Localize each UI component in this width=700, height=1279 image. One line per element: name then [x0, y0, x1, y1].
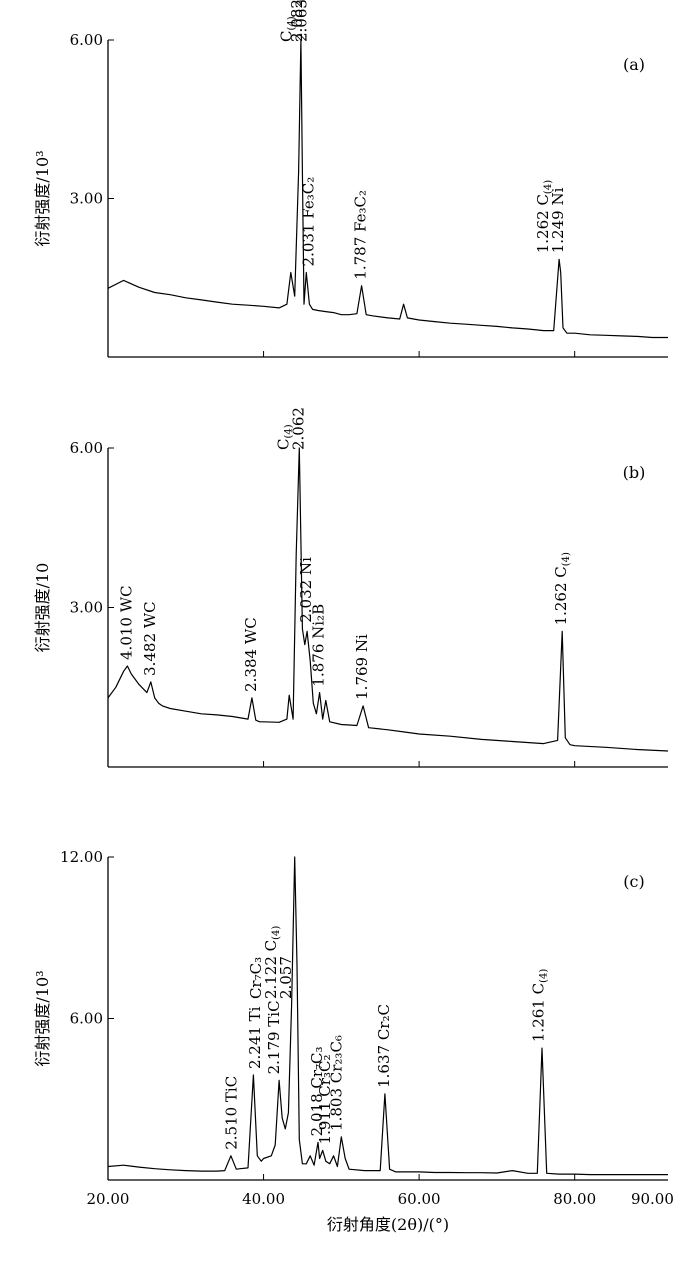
- peak-label: 2.241 Ti: [246, 1006, 264, 1069]
- y-axis-label: 衍射强度/10: [33, 563, 52, 653]
- y-tick-label: 3.00: [70, 599, 103, 617]
- x-tick-label: 20.00: [87, 1190, 130, 1208]
- peak-label: 2.031 Fe₃C₂: [299, 177, 317, 267]
- y-tick-label: 6.00: [70, 31, 103, 49]
- x-tick-label: 60.00: [398, 1190, 441, 1208]
- y-axis-label: 衍射强度/10³: [33, 150, 52, 246]
- y-tick-label: 6.00: [70, 1010, 103, 1028]
- peak-label: 2.082 Fe₃C: [288, 0, 306, 42]
- xrd-series-line: [107, 856, 668, 1176]
- x-axis-label: 衍射角度(2θ)/(°): [327, 1215, 449, 1234]
- peak-label: 1.262 C(4): [552, 552, 572, 625]
- peak-label: 1.787 Fe₃C₂: [352, 190, 370, 280]
- peak-label: 4.010 WC: [117, 585, 135, 660]
- peak-label: 1.637 Cr₂C: [375, 1004, 393, 1088]
- peak-label: 2.510 TiC: [222, 1076, 240, 1150]
- panel-tag: (b): [623, 463, 646, 482]
- peak-label: 1.262 C(4): [534, 180, 554, 253]
- peak-label: 2.032 Ni: [297, 557, 315, 623]
- peak-label: 2.057: [277, 956, 295, 999]
- x-tick-label: 80.00: [553, 1190, 596, 1208]
- peak-label: 1.249 Ni: [549, 187, 567, 253]
- peak-label: 2.018 Cr₇C₃: [308, 1046, 326, 1136]
- peak-label: 2.063: [292, 0, 310, 42]
- xrd-series-line: [107, 39, 668, 339]
- y-tick-label: 12.00: [60, 848, 103, 866]
- peak-label: 2.384 WC: [242, 617, 260, 692]
- peak-label: 3.482 WC: [141, 601, 159, 676]
- y-tick-label: 3.00: [70, 190, 103, 208]
- peak-label: 1.769 Ni: [353, 634, 371, 700]
- peak-label: 1.261 C(4): [530, 969, 550, 1042]
- peak-label: Cr₇C₃: [247, 957, 265, 999]
- peak-label: 2.179 TiC: [265, 1000, 283, 1074]
- peak-label: 2.062: [289, 407, 307, 450]
- panel-tag: (c): [623, 872, 644, 891]
- peak-label: 1.803 Cr₂₃C₆: [327, 1035, 345, 1131]
- y-axis-label: 衍射强度/10³: [33, 970, 52, 1066]
- peak-label: 1.876 Ni₂B: [310, 604, 328, 687]
- y-tick-label: 6.00: [70, 439, 103, 457]
- panel-tag: (a): [623, 55, 645, 74]
- peak-label: 2.122 C(4): [262, 926, 282, 999]
- xrd-series-line: [107, 447, 669, 752]
- x-tick-label: 90.00: [631, 1190, 674, 1208]
- x-tick-label: 40.00: [242, 1190, 285, 1208]
- peak-label: 1.911 Cr₃C₂: [316, 1055, 334, 1145]
